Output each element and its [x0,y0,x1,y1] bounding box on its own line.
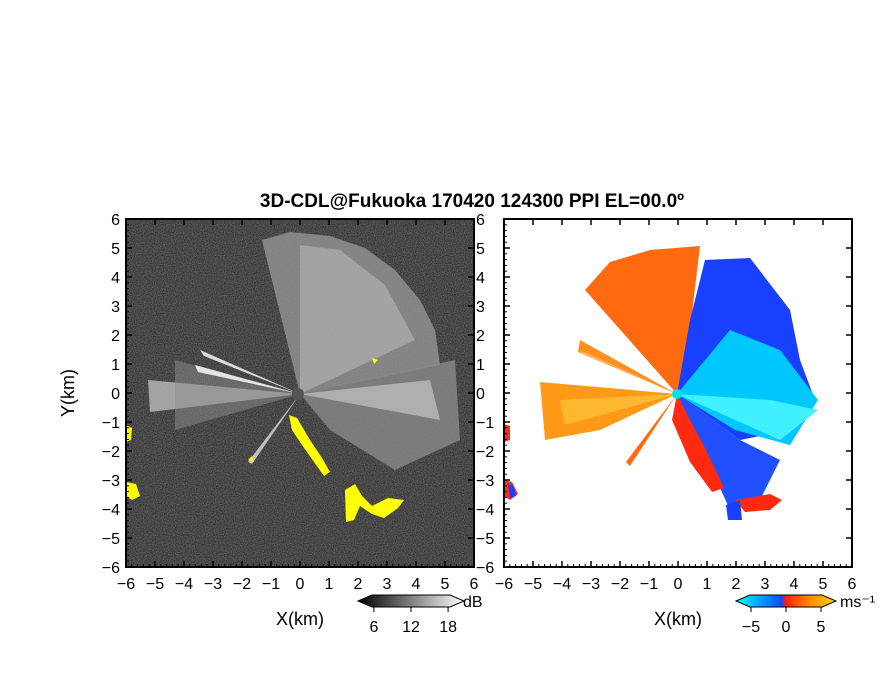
y-tick-label: −3 [102,473,120,490]
y-tick-label-right: −6 [476,560,494,577]
y-tick-label: 2 [111,328,120,345]
reflectivity-xlabel: X(km) [276,609,324,629]
reflectivity-panel: −6 −5 −4 −3 −2 −1 0 1 2 3 4 5 66 65 54 43 32 21 10 0−1 −1−2−… [58,212,494,636]
y-tick-label: −4 [102,502,120,519]
colorbar-tick-label: 0 [782,619,791,636]
velocity-xlabel: X(km) [654,609,702,629]
x-tick-label: −1 [262,576,280,593]
x-tick-label: 3 [383,576,392,593]
y-tick-label-right: −1 [476,415,494,432]
velocity-panel: −6 −5 −4 −3 −2 −1 0 1 2 3 4 5 6 X(km) −5 0 5 ms⁻¹ [495,218,875,636]
colorbar-tick-label: 6 [369,619,378,636]
x-tick-label: 4 [412,576,421,593]
colorbar-tick-label: 5 [817,619,826,636]
reflectivity-beams [148,232,460,470]
x-tick-label: −3 [582,576,600,593]
x-tick-label: 1 [325,576,334,593]
x-tick-label: 1 [703,576,712,593]
y-tick-label: 5 [111,241,120,258]
velocity-colorbar-unit: ms⁻¹ [840,594,875,611]
x-tick-label: 2 [354,576,363,593]
x-tick-label: −6 [117,576,135,593]
y-tick-label-right: 6 [476,212,485,229]
reflectivity-ylabel: Y(km) [58,369,78,417]
colorbar-tick-label: −5 [742,619,760,636]
x-tick-label: 6 [848,576,857,593]
y-tick-label-right: −2 [476,444,494,461]
x-tick-label: −3 [204,576,222,593]
x-tick-label: −6 [495,576,513,593]
x-tick-label: 0 [674,576,683,593]
y-tick-label-right: −3 [476,473,494,490]
y-tick-label: −1 [102,415,120,432]
x-tick-label: 2 [732,576,741,593]
colorbar-tick-label: 18 [439,619,457,636]
y-tick-label: −5 [102,531,120,548]
reflectivity-colorbar-unit: dB [463,594,483,611]
y-tick-label: 6 [111,212,120,229]
x-tick-label: 5 [819,576,828,593]
yellow-echoes [126,358,404,522]
x-tick-label: −5 [146,576,164,593]
y-tick-label-right: 1 [476,357,485,374]
x-tick-label: −2 [611,576,629,593]
x-tick-label: 6 [470,576,479,593]
y-tick-label-right: 5 [476,241,485,258]
x-tick-label: −2 [233,576,251,593]
y-tick-label-right: 0 [476,386,485,403]
y-tick-label-right: 4 [476,270,485,287]
colorbar-tick-label: 12 [402,619,420,636]
y-tick-label: −6 [102,560,120,577]
y-tick-label: −2 [102,444,120,461]
x-tick-label: 5 [441,576,450,593]
x-tick-label: −5 [524,576,542,593]
y-tick-label: 4 [111,270,120,287]
velocity-ticks: −6 −5 −4 −3 −2 −1 0 1 2 3 4 5 6 [495,218,857,593]
reflectivity-ticks: −6 −5 −4 −3 −2 −1 0 1 2 3 4 5 66 65 54 43 32 21 10 0−1 −1−2−… [102,212,495,593]
y-tick-label: 1 [111,357,120,374]
figure-title: 3D-CDL@Fukuoka 170420 124300 PPI EL=00.0… [260,191,684,212]
y-tick-label: 0 [111,386,120,403]
x-tick-label: 0 [296,576,305,593]
y-tick-label-right: −4 [476,502,494,519]
x-tick-label: −1 [640,576,658,593]
reflectivity-colorbar: 6 12 18 dB [356,594,483,636]
y-tick-label-right: 3 [476,299,485,316]
velocity-colorbar: −5 0 5 ms⁻¹ [734,594,875,636]
x-tick-label: −4 [553,576,571,593]
x-tick-label: 4 [790,576,799,593]
velocity-edge-echoes [504,424,518,500]
x-tick-label: 3 [761,576,770,593]
velocity-field [540,246,818,520]
y-tick-label-right: 2 [476,328,485,345]
y-tick-label-right: −5 [476,531,494,548]
x-tick-label: −4 [175,576,193,593]
y-tick-label: 3 [111,299,120,316]
